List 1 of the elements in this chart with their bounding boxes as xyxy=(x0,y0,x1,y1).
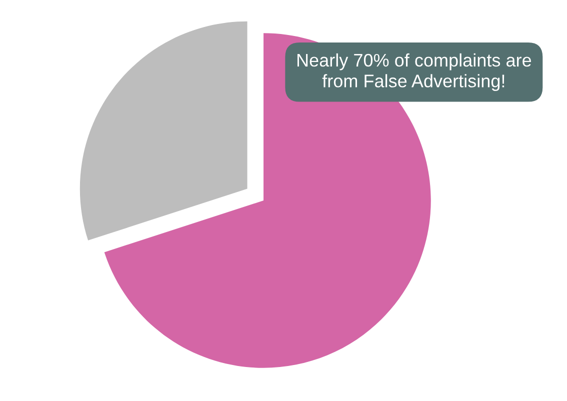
text: Nearly 70% of complaints are from False Advertising! xyxy=(297,53,532,91)
